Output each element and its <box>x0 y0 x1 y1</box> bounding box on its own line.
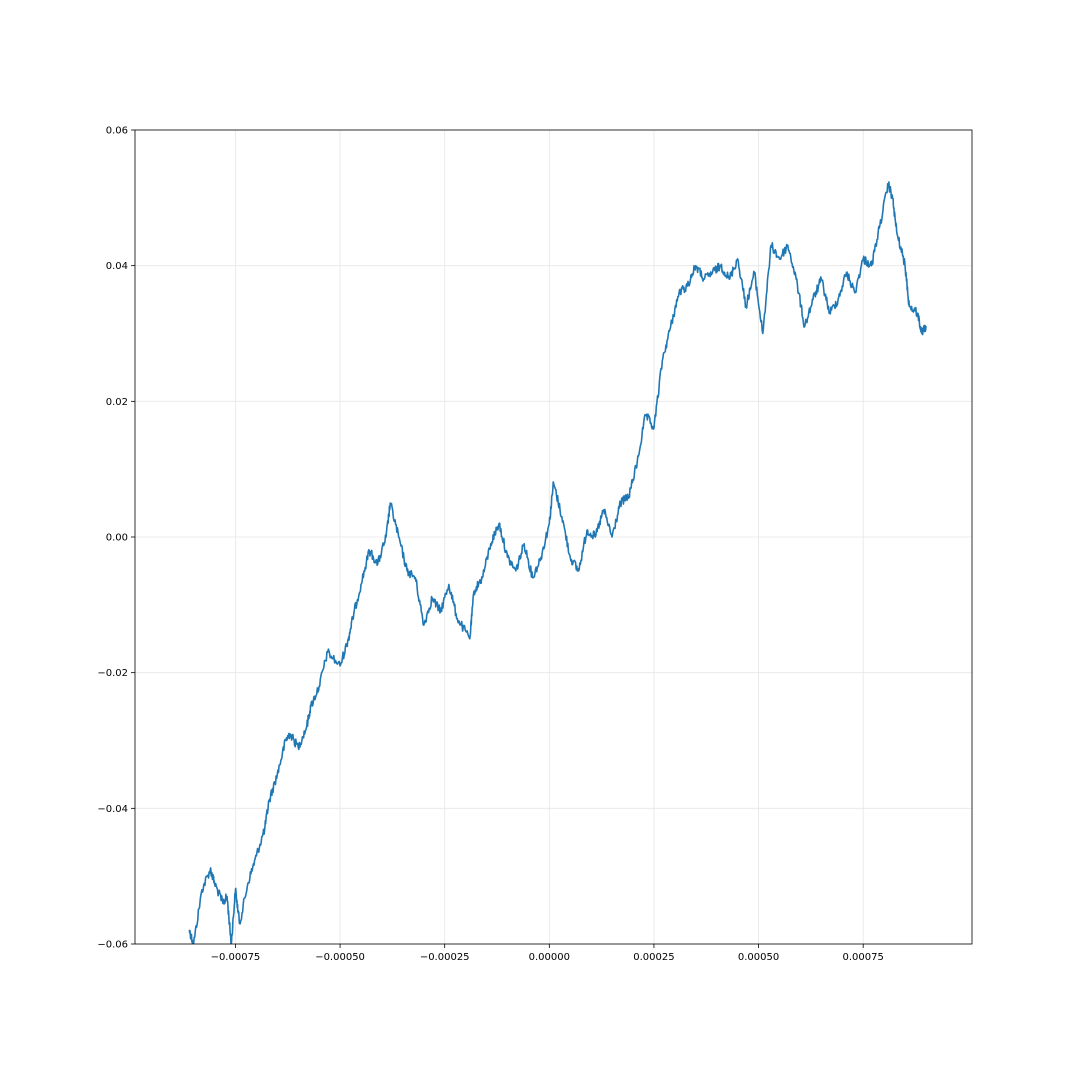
x-tick-label: −0.00050 <box>315 952 365 963</box>
x-tick-label: 0.00050 <box>738 952 779 963</box>
x-tick-label: −0.00075 <box>211 952 261 963</box>
y-tick-label: 0.02 <box>106 397 128 408</box>
x-tick-label: 0.00025 <box>633 952 674 963</box>
y-tick-label: −0.06 <box>97 940 128 951</box>
y-tick-label: −0.04 <box>97 804 128 815</box>
x-axis: −0.00075 −0.00050 −0.00025 0.00000 0.00025 0.… <box>211 944 884 963</box>
series-line-0 <box>188 181 927 944</box>
y-tick-label: 0.04 <box>106 261 128 272</box>
x-tick-label: −0.00025 <box>420 952 470 963</box>
y-tick-label: 0.00 <box>106 533 128 544</box>
x-tick-label: 0.00000 <box>529 952 570 963</box>
y-axis: −0.06 −0.04 −0.02 0.00 0.02 0.04 0.06 <box>97 126 135 951</box>
y-tick-label: −0.02 <box>97 668 128 679</box>
x-tick-label: 0.00075 <box>843 952 884 963</box>
y-tick-label: 0.06 <box>106 126 128 137</box>
series-layer <box>188 181 927 944</box>
